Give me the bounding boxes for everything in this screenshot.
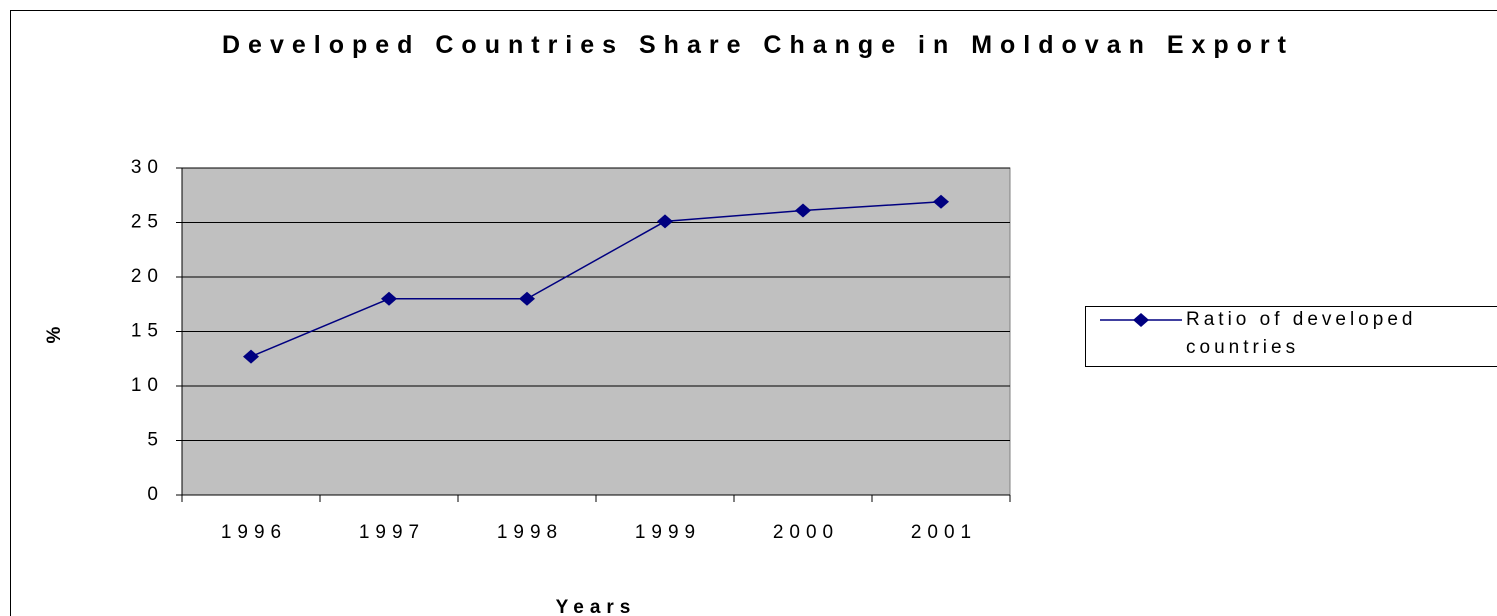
- y-tick-label: 5: [147, 430, 164, 451]
- y-tick-label: 25: [131, 212, 164, 233]
- y-axis-label: %: [44, 321, 65, 344]
- legend-label: Ratio of developed countries: [1186, 309, 1417, 358]
- data-point: [243, 349, 259, 364]
- data-point: [657, 214, 673, 229]
- legend-marker: [1133, 313, 1149, 327]
- x-tick-label: 1997: [359, 522, 425, 543]
- x-tick-label: 1999: [635, 522, 701, 543]
- x-tick-label: 2001: [911, 522, 977, 543]
- chart-border: [10, 10, 1497, 616]
- x-tick-label: 2000: [773, 522, 839, 543]
- chart-title: Developed Countries Share Change in Mold…: [222, 31, 1294, 59]
- x-tick-label: 1996: [221, 522, 287, 543]
- legend-box: [1085, 306, 1497, 367]
- data-point: [933, 194, 949, 209]
- y-tick-label: 15: [131, 321, 164, 342]
- data-line: [250, 201, 942, 358]
- y-tick-label: 10: [131, 375, 164, 396]
- data-point: [795, 203, 811, 218]
- y-tick-label: 30: [131, 157, 164, 178]
- data-point: [519, 291, 535, 306]
- x-axis-label: Years: [556, 597, 637, 616]
- y-tick-label: 20: [131, 266, 164, 287]
- y-tick-label: 0: [147, 484, 164, 505]
- x-tick-label: 1998: [497, 522, 563, 543]
- data-point: [381, 291, 397, 306]
